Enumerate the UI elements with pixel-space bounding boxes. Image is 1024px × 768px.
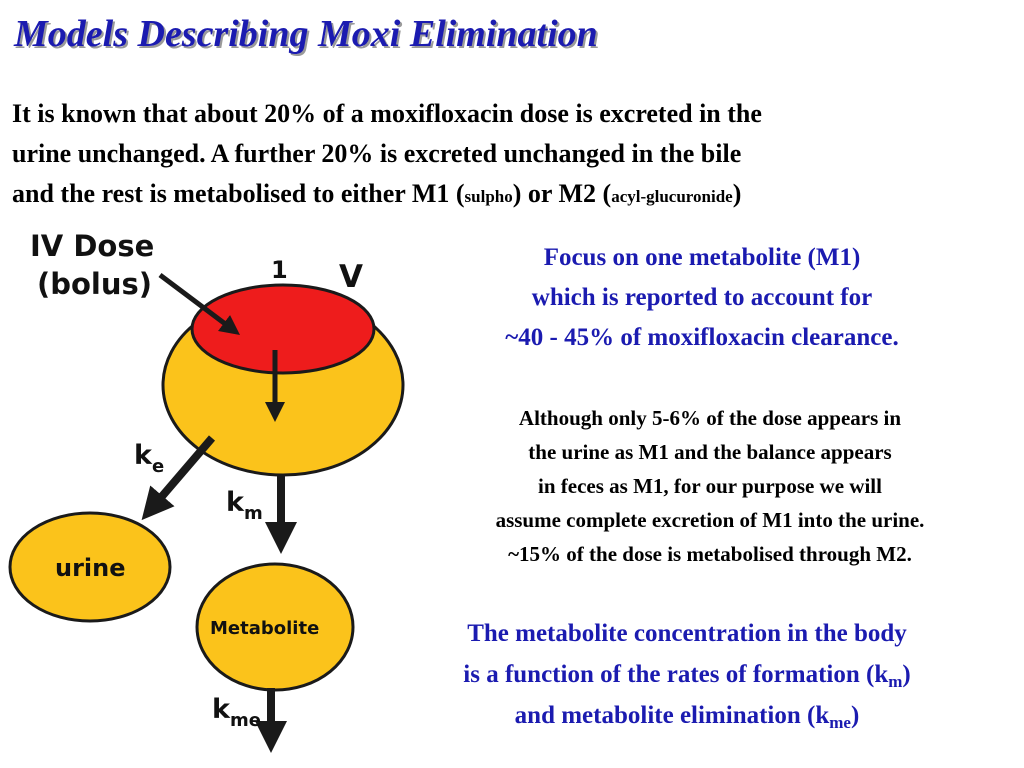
- concentration-line-1: The metabolite concentration in the body: [467, 620, 907, 647]
- concentration-line-2-b: ): [902, 661, 911, 688]
- urine-compartment: [8, 511, 172, 623]
- concentration-line-2: is a function of the rates of formation …: [372, 654, 1002, 695]
- although-line-2: the urine as M1 and the balance appears: [528, 440, 892, 464]
- kme-sub: me: [229, 710, 261, 731]
- concentration-line-2-a: is a function of the rates of formation …: [463, 661, 889, 688]
- intro-acyl-glucuronide: acyl-glucuronide: [611, 187, 733, 206]
- concentration-line-3-a: and metabolite elimination (k: [514, 702, 830, 729]
- intro-line-3-b: ) or M2 (: [512, 179, 612, 208]
- intro-line-3-a: and the rest is metabolised to either M1…: [12, 179, 465, 208]
- focus-line-3: ~40 - 45% of moxifloxacin clearance.: [505, 324, 899, 351]
- dose-arrow: [158, 273, 240, 335]
- although-line-4: assume complete excretion of M1 into the…: [495, 508, 925, 532]
- metabolite-label: Metabolite: [210, 618, 320, 639]
- focus-line-1: Focus on one metabolite (M1): [543, 244, 861, 271]
- km-label: km: [226, 487, 263, 523]
- focus-line-2: which is reported to account for: [531, 284, 873, 311]
- intro-line-1: It is known that about 20% of a moxiflox…: [12, 99, 762, 128]
- km-sub: m: [243, 503, 263, 524]
- dose-label-line-1: IV Dose: [30, 229, 155, 263]
- dose-label-line-2: (bolus): [37, 267, 153, 301]
- pk-model-diagram: IV Dose (bolus) 1 V ke km kme urine Meta…: [0, 222, 410, 768]
- concentration-text: The metabolite concentration in the body…: [372, 613, 1002, 736]
- ke-sub: e: [151, 456, 165, 477]
- focus-text: Focus on one metabolite (M1) which is re…: [412, 238, 992, 358]
- km-k: k: [226, 487, 244, 518]
- intro-line-3: and the rest is metabolised to either M1…: [12, 174, 1017, 217]
- ke-label: ke: [134, 440, 164, 476]
- concentration-line-3-b: ): [850, 702, 860, 729]
- concentration-km-sub: m: [888, 672, 903, 691]
- slide-title: Models Describing Moxi Elimination: [14, 13, 598, 55]
- intro-paragraph: It is known that about 20% of a moxiflox…: [12, 94, 1017, 217]
- intro-line-2: urine unchanged. A further 20% is excret…: [12, 139, 742, 168]
- intro-line-3-c: ): [732, 179, 742, 208]
- kme-k: k: [212, 694, 230, 725]
- although-line-5: ~15% of the dose is metabolised through …: [508, 542, 912, 566]
- intro-sulpho: sulpho: [464, 187, 513, 206]
- volume-number-label: 1: [271, 256, 288, 284]
- although-line-3: in feces as M1, for our purpose we will: [538, 474, 882, 498]
- urine-label: urine: [55, 554, 126, 582]
- although-text: Although only 5-6% of the dose appears i…: [404, 401, 1016, 571]
- kme-label: kme: [212, 694, 261, 730]
- central-volume: [190, 283, 376, 375]
- volume-label: V: [339, 259, 363, 295]
- ke-k: k: [134, 440, 152, 471]
- concentration-kme-sub: me: [829, 713, 851, 732]
- ke-arrow: [141, 435, 216, 521]
- pk-model-drawing: [8, 273, 405, 753]
- although-line-1: Although only 5-6% of the dose appears i…: [518, 406, 902, 430]
- concentration-line-3: and metabolite elimination (kme): [372, 695, 1002, 736]
